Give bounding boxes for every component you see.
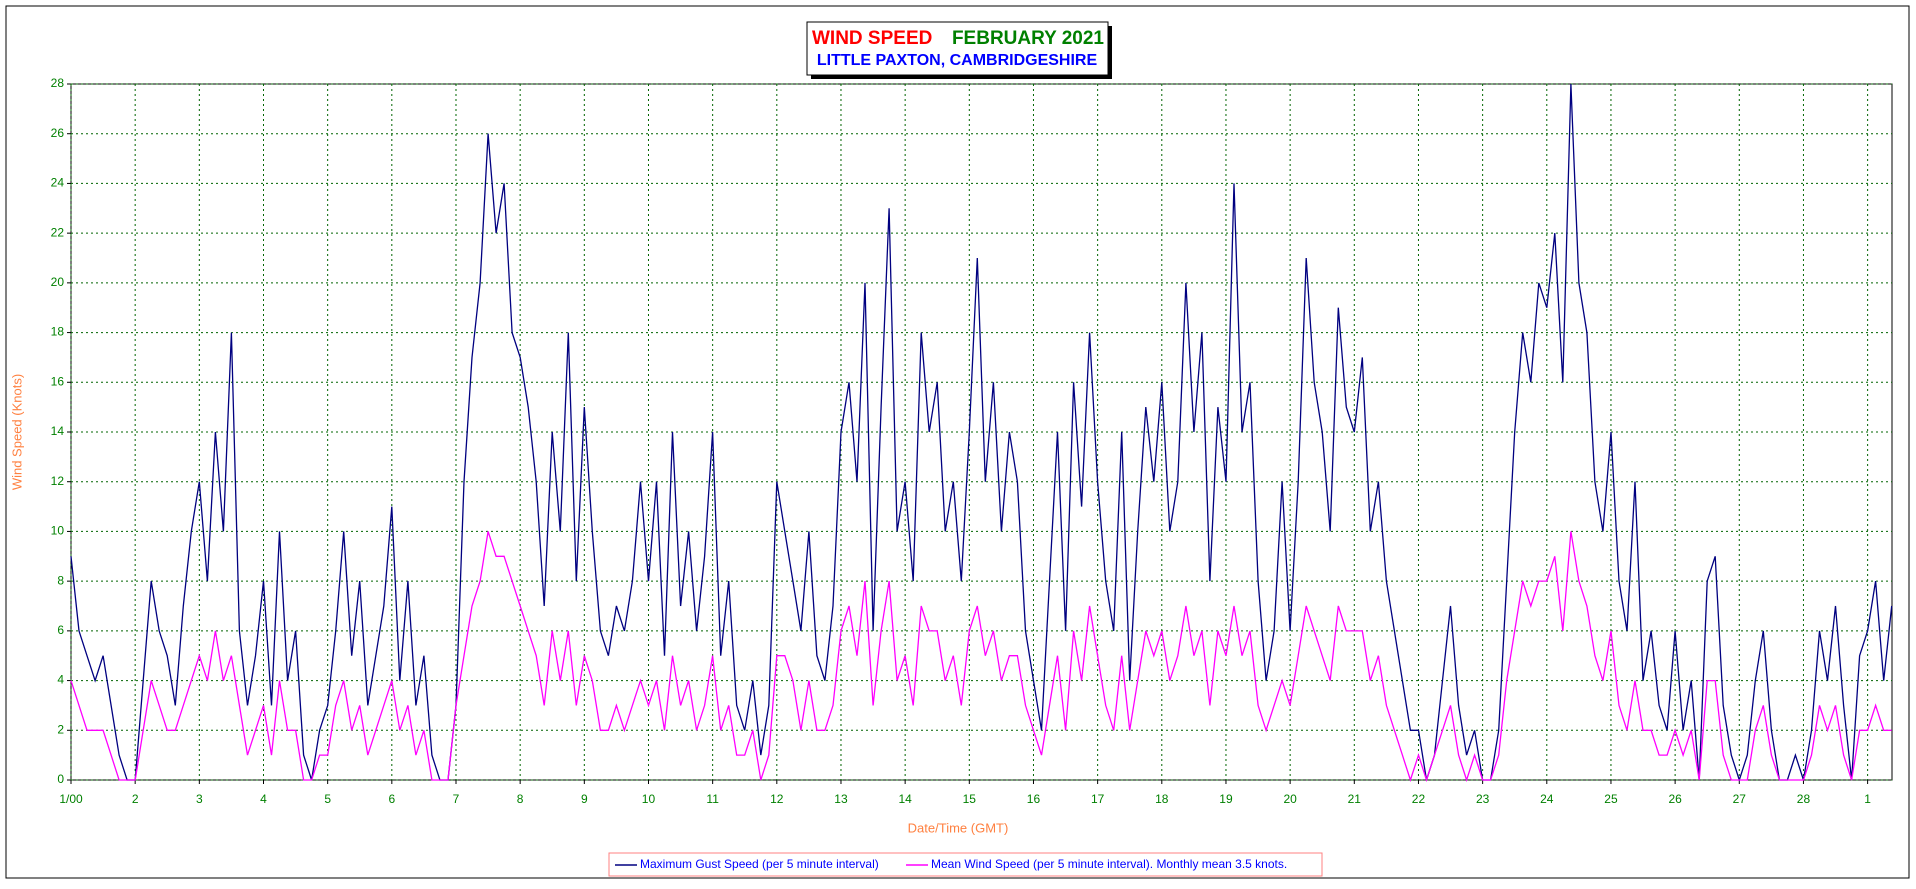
series-line — [70, 83, 1893, 783]
legend-box — [608, 852, 1323, 877]
subtitle: LITTLE PAXTON, CAMBRIDGESHIRE — [817, 52, 1098, 69]
y-tick-label: 28 — [51, 76, 65, 90]
y-tick-label: 26 — [51, 126, 65, 140]
x-tick-label: 19 — [1219, 792, 1233, 806]
legend-label: Mean Wind Speed (per 5 minute interval).… — [931, 857, 1287, 871]
x-tick-label: 5 — [324, 792, 331, 806]
x-tick-label: 16 — [1027, 792, 1041, 806]
x-tick-label: 24 — [1540, 792, 1554, 806]
y-tick-label: 2 — [57, 722, 64, 736]
x-tick-label: 22 — [1412, 792, 1426, 806]
x-tick-label: 12 — [770, 792, 784, 806]
x-tick-label: 27 — [1733, 792, 1747, 806]
x-tick-label: 25 — [1604, 792, 1618, 806]
x-tick-label: 7 — [453, 792, 460, 806]
x-tick-label: 13 — [834, 792, 848, 806]
x-tick-label: 3 — [196, 792, 203, 806]
y-tick-label: 16 — [51, 374, 65, 388]
y-tick-label: 0 — [57, 772, 64, 786]
y-tick-label: 22 — [51, 225, 65, 239]
x-tick-label: 4 — [260, 792, 267, 806]
y-axis-label: Wind Speed (Knots) — [9, 374, 24, 490]
y-tick-label: 4 — [57, 673, 64, 687]
x-tick-label: 8 — [517, 792, 524, 806]
x-tick-label: 1/00 — [59, 792, 83, 806]
x-tick-label: 20 — [1283, 792, 1297, 806]
x-tick-label: 18 — [1155, 792, 1169, 806]
x-tick-label: 23 — [1476, 792, 1490, 806]
y-tick-label: 18 — [51, 325, 65, 339]
title-box — [806, 21, 1109, 76]
x-tick-label: 21 — [1348, 792, 1362, 806]
x-tick-label: 2 — [132, 792, 139, 806]
legend-label: Maximum Gust Speed (per 5 minute interva… — [640, 857, 879, 871]
title-month: FEBRUARY 2021 — [952, 28, 1104, 49]
x-tick-label: 9 — [581, 792, 588, 806]
x-tick-label: 10 — [642, 792, 656, 806]
x-tick-label: 28 — [1797, 792, 1811, 806]
x-tick-label: 11 — [706, 792, 719, 806]
y-tick-label: 10 — [51, 524, 65, 538]
x-tick-label: 17 — [1091, 792, 1105, 806]
y-tick-label: 12 — [51, 474, 65, 488]
x-tick-label: 26 — [1668, 792, 1682, 806]
y-tick-label: 6 — [57, 623, 64, 637]
y-tick-label: 14 — [51, 424, 65, 438]
x-tick-label: 1 — [1864, 792, 1871, 806]
y-tick-label: 20 — [51, 275, 65, 289]
y-tick-label: 8 — [57, 573, 64, 587]
series-line — [70, 531, 1892, 783]
x-axis-label: Date/Time (GMT) — [908, 820, 1009, 835]
x-tick-label: 14 — [898, 792, 912, 806]
x-tick-label: 6 — [388, 792, 395, 806]
x-tick-label: 15 — [963, 792, 977, 806]
y-tick-label: 24 — [51, 176, 65, 190]
title: WIND SPEED — [812, 28, 932, 49]
